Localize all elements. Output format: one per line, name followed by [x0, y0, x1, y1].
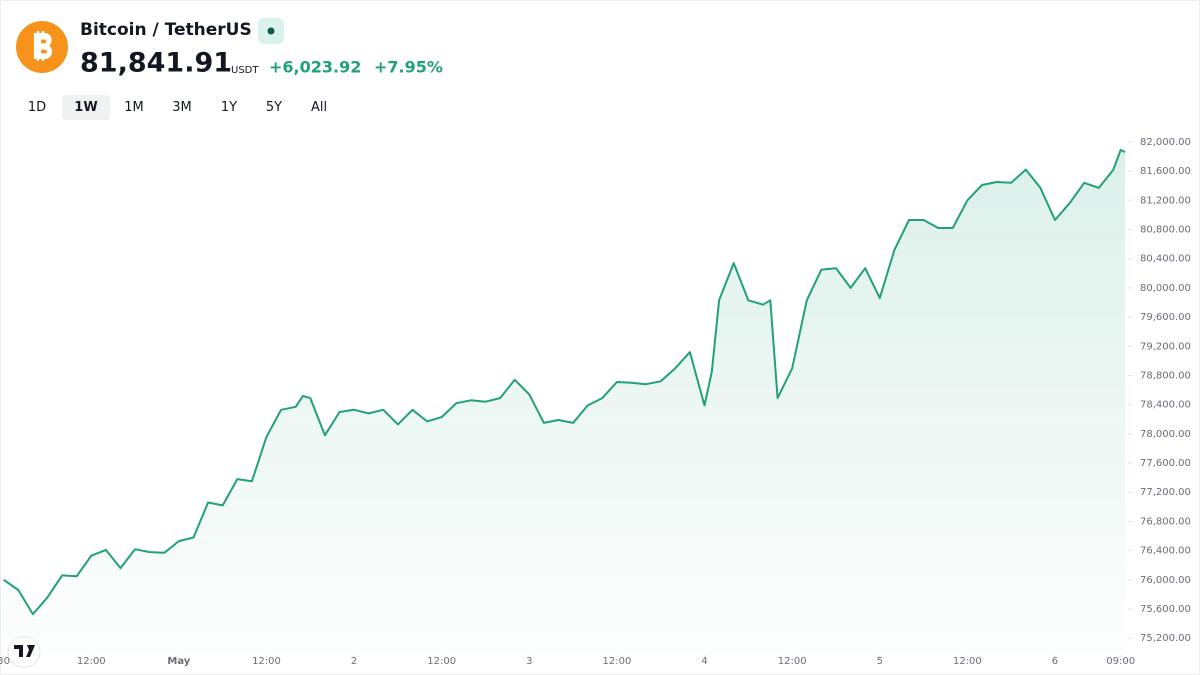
y-tick-label: 81,200.00 — [1140, 195, 1191, 206]
change: +6,023.92 — [269, 58, 361, 77]
timeframe-button[interactable]: 1Y — [221, 100, 237, 115]
symbol: Bitcoin / TetherUS — [80, 20, 252, 40]
y-tick-label: 79,600.00 — [1140, 312, 1191, 323]
currency: USDT — [231, 65, 259, 76]
x-tick-label: 3 — [526, 656, 532, 667]
y-tick-label: 81,600.00 — [1140, 166, 1191, 177]
coin-symbol — [33, 31, 53, 61]
logo — [14, 645, 35, 657]
y-tick-label: 78,800.00 — [1140, 370, 1191, 381]
x-tick-label: 30 — [0, 656, 10, 667]
y-tick-label: 80,800.00 — [1140, 224, 1191, 235]
area — [3, 149, 1126, 655]
x-tick-label: 09:00 — [1106, 656, 1135, 667]
x-tick-label: 12:00 — [252, 656, 281, 667]
timeframes: 1D 1W 1M 3M 1Y 5Y All — [28, 95, 327, 120]
timeframe-button[interactable]: 3M — [172, 100, 192, 115]
y-tick-label: 77,600.00 — [1140, 458, 1191, 469]
x-tick-label: 2 — [351, 656, 357, 667]
y-tick-label: 78,000.00 — [1140, 429, 1191, 440]
y-tick-label: 75,200.00 — [1140, 633, 1191, 644]
y-tick-label: 80,400.00 — [1140, 254, 1191, 265]
plot: 75,200.00 75,600.00 76,000.00 76,400.00 76,8… — [0, 137, 1191, 667]
x-tick-label: 12:00 — [427, 656, 456, 667]
x-tick-label: 5 — [877, 656, 883, 667]
timeframe-button[interactable]: All — [311, 100, 327, 115]
change-percent: +7.95% — [374, 58, 443, 77]
y-tick-label: 78,400.00 — [1140, 400, 1191, 411]
x-tick-label: 12:00 — [778, 656, 807, 667]
x-tick-label: May — [167, 656, 190, 667]
status-dot — [267, 27, 275, 35]
timeframe-active — [62, 95, 110, 120]
price: 81,841.91 — [80, 48, 232, 79]
x-tick-label: 6 — [1052, 656, 1058, 667]
x-tick-label: 4 — [701, 656, 707, 667]
timeframe-button[interactable]: 1W — [74, 100, 97, 115]
price-line — [3, 148, 1126, 616]
y-tick-label: 77,200.00 — [1140, 487, 1191, 498]
y-tick-label: 76,000.00 — [1140, 575, 1191, 586]
y-tick-label: 82,000.00 — [1140, 137, 1191, 148]
y-tick-label: 76,800.00 — [1140, 516, 1191, 527]
timeframe-button[interactable]: 1M — [124, 100, 144, 115]
y-tick-label: 79,200.00 — [1140, 341, 1191, 352]
timeframe-button[interactable]: 1D — [28, 100, 46, 115]
x-tick-label: 12:00 — [603, 656, 632, 667]
logo-badge — [7, 636, 41, 668]
x-tick-label: 12:00 — [77, 656, 106, 667]
x-tick-label: 12:00 — [953, 656, 982, 667]
timeframe-button[interactable]: 5Y — [266, 100, 282, 115]
y-tick-label: 75,600.00 — [1140, 604, 1191, 615]
y-tick-label: 76,400.00 — [1140, 546, 1191, 557]
y-tick-label: 80,000.00 — [1140, 283, 1191, 294]
